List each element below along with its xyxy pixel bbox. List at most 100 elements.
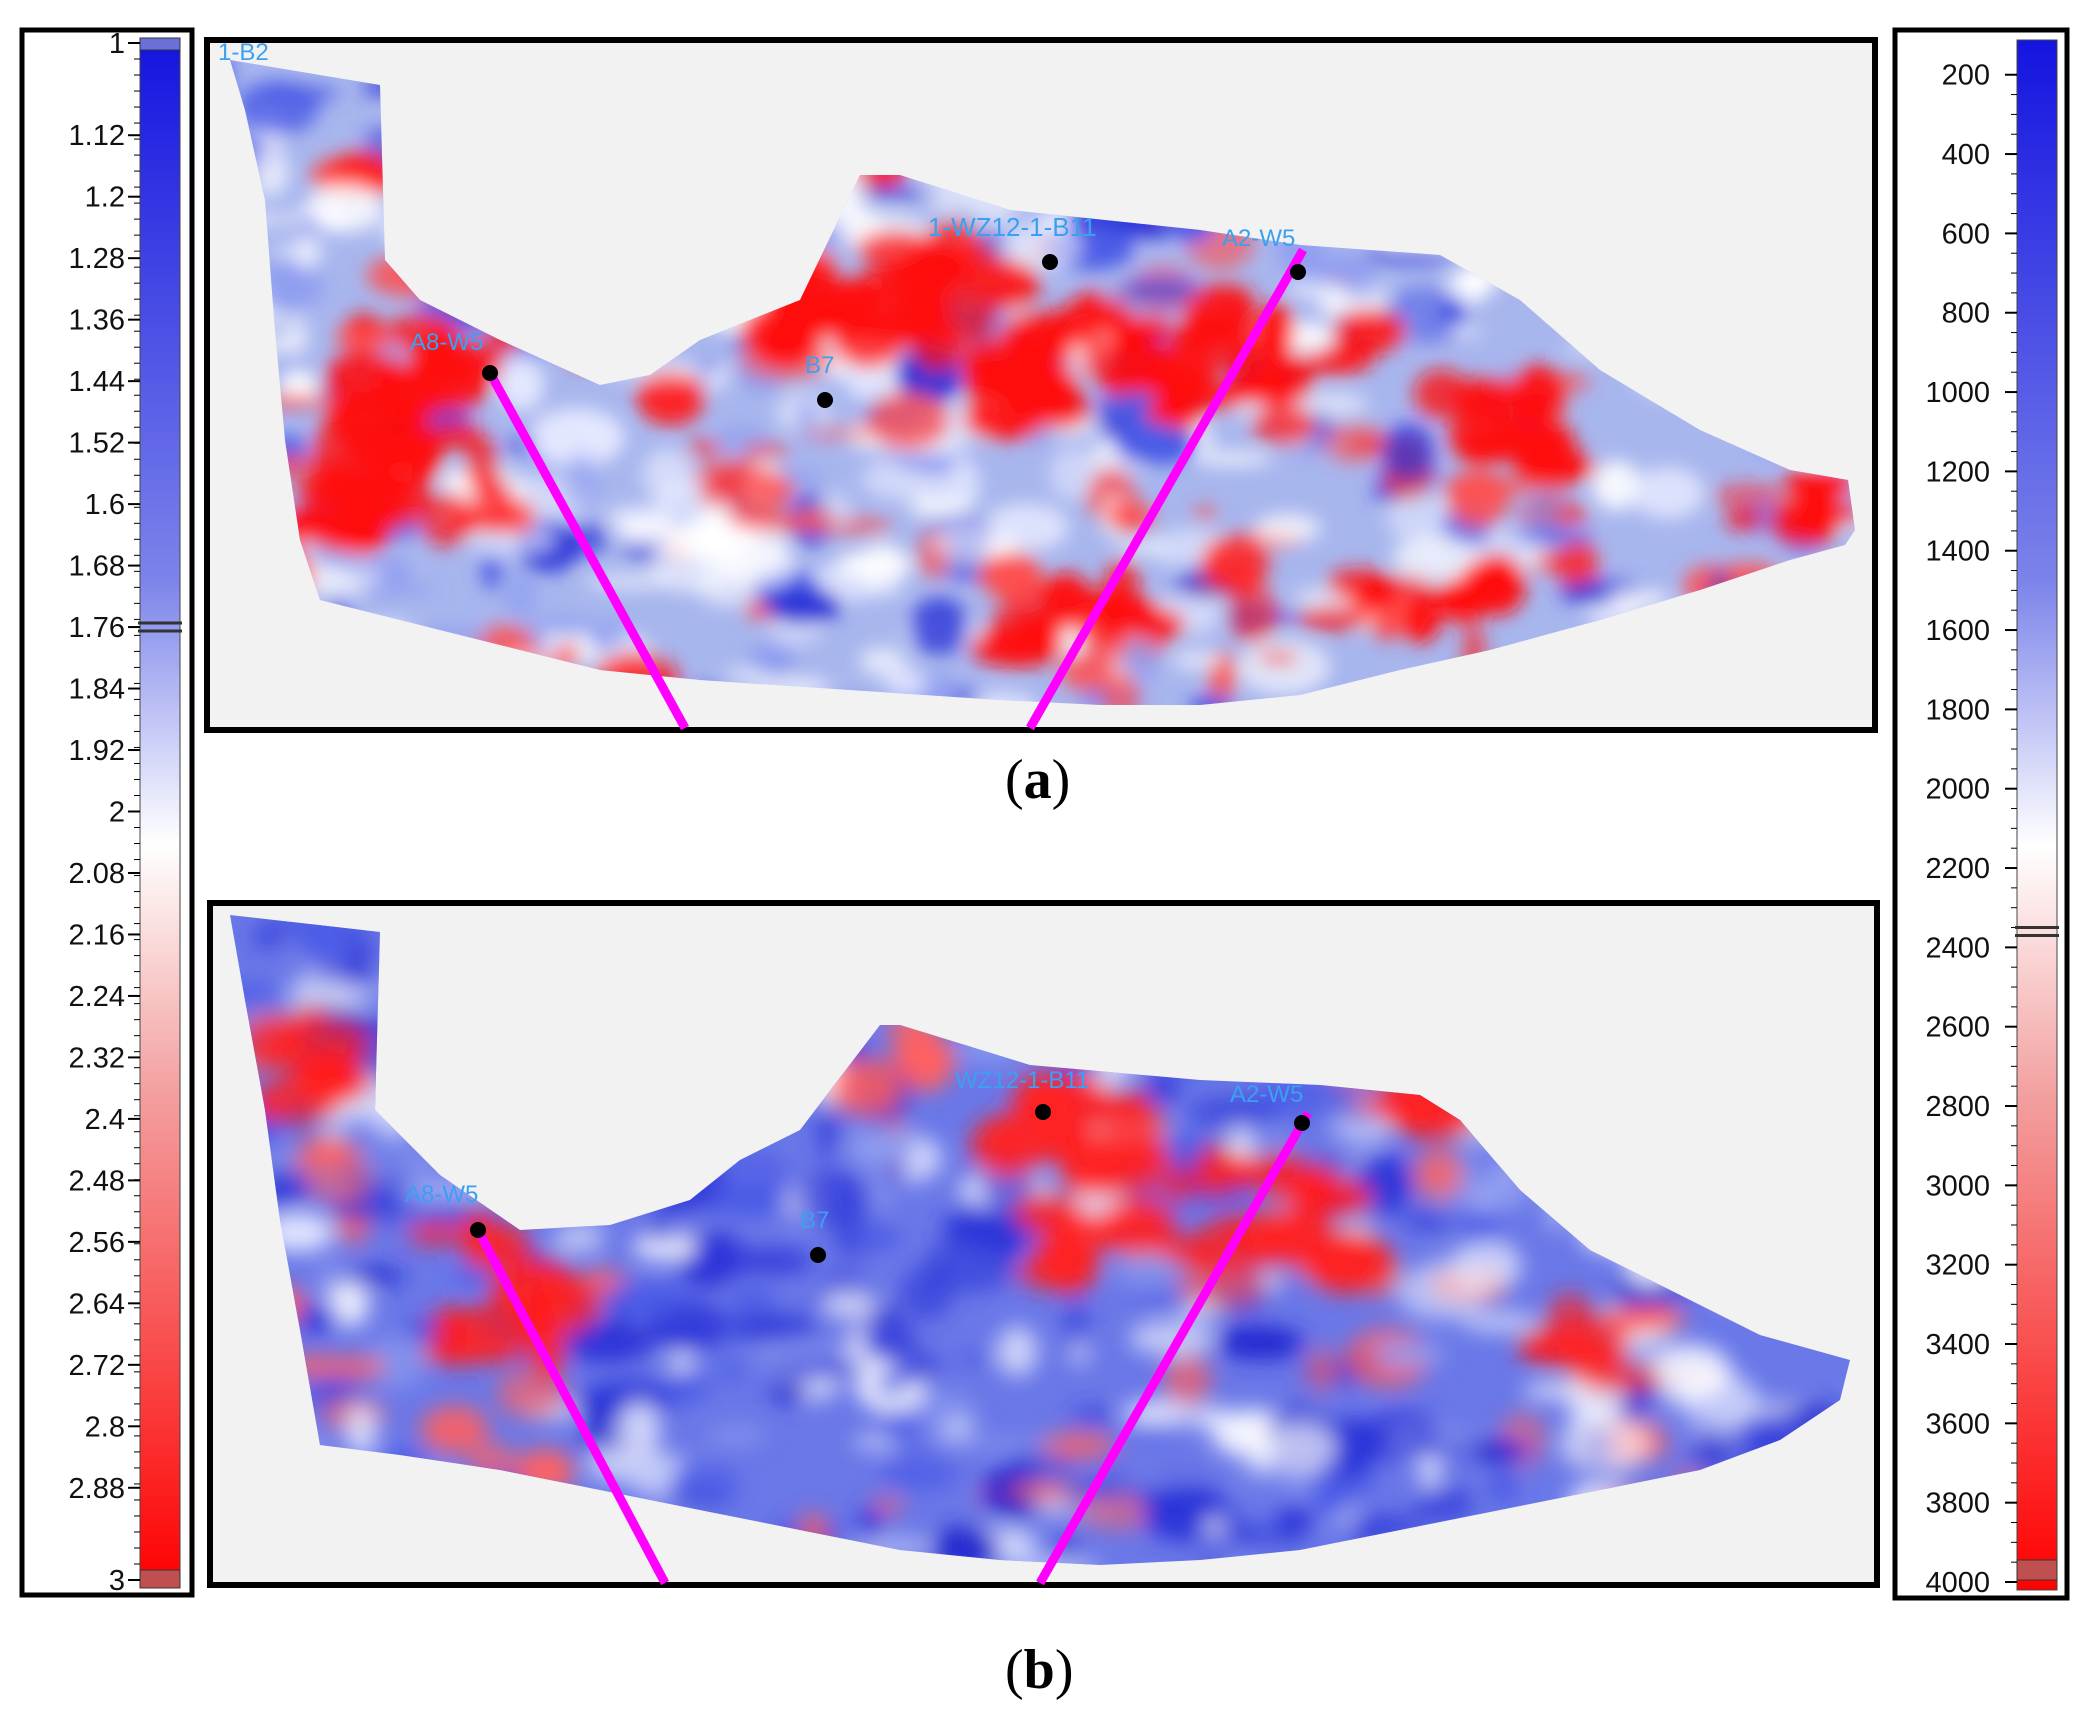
attribute-texture-blob [543,632,564,651]
map-panel-a: 1-B2 A8-W5 B7 1-WZ12-1-B11 A2-W5 [204,37,1878,733]
attribute-texture-blob [1712,483,1787,509]
attribute-texture-blob [286,1017,370,1071]
attribute-texture-blob [859,647,907,676]
attribute-texture-blob [1035,1432,1116,1459]
attribute-texture-blob [531,1320,564,1380]
attribute-texture-blob [848,186,940,200]
attribute-texture-blob [376,355,407,419]
attribute-texture-blob [668,1354,695,1371]
attribute-texture-blob [322,1140,358,1164]
attribute-texture-blob [910,597,968,655]
attribute-texture-blob [1194,1144,1239,1197]
attribute-texture-blob [761,1168,799,1190]
colorbar-tick-label: 2.32 [69,1042,125,1074]
colorbar-right-bottom-handle[interactable] [2016,1559,2058,1581]
colorbar-tick-label: 1.2 [85,182,125,214]
attribute-texture-blob [305,184,384,233]
attribute-texture-blob [288,1059,371,1105]
attribute-texture-blob [1522,1383,1593,1399]
well-label: A8-W5 [410,329,483,356]
well-label: 1-B2 [218,39,269,66]
colorbar-tick-label: 2.88 [69,1473,125,1505]
well-marker [817,392,833,408]
attribute-texture-blob [1193,451,1273,466]
attribute-texture-blob [1116,424,1199,465]
attribute-texture-blob [1688,1428,1734,1471]
attribute-texture-blob [235,80,320,135]
attribute-texture-blob [1297,605,1370,631]
attribute-texture-blob [1117,1446,1205,1484]
colorbar-tick-label: 600 [1942,218,1990,250]
colorbar-tick-label: 1800 [1925,694,1990,726]
attribute-texture-blob [969,1113,1050,1178]
attribute-texture-blob [686,439,722,456]
colorbar-tick-label: 2200 [1925,853,1990,885]
attribute-texture-blob [1282,1497,1312,1526]
attribute-texture-blob [1041,1237,1098,1295]
attribute-texture-blob [602,505,675,528]
attribute-texture-blob [305,568,386,585]
attribute-texture-blob [1108,1090,1152,1126]
colorbar-left-top-handle[interactable] [139,37,181,51]
attribute-texture-blob [410,338,504,370]
attribute-texture-blob [1560,1415,1650,1474]
attribute-texture-blob [1557,538,1598,594]
colorbar-tick-label: 4000 [1925,1567,1990,1599]
colorbar-tick-label: 1600 [1925,615,1990,647]
attribute-texture-blob [1237,639,1331,695]
attribute-texture-blob [1070,1405,1116,1427]
well-marker [1290,264,1306,280]
colorbar-tick-label: 2.48 [69,1165,125,1197]
colorbar-tick-label: 2.8 [85,1411,125,1443]
attribute-texture-blob [1512,528,1594,545]
attribute-texture-blob [793,1170,874,1225]
attribute-texture-blob [528,407,625,468]
attribute-texture-blob [1592,460,1641,511]
colorbar-tick-label: 2.4 [85,1104,125,1136]
attribute-texture-blob [909,494,967,519]
colorbar-tick-label: 2.64 [69,1288,125,1320]
attribute-texture-blob [1443,472,1521,503]
attribute-texture-blob [835,1214,869,1259]
attribute-texture-blob [1162,1353,1212,1407]
attribute-texture-blob [1372,1341,1447,1368]
colorbar-tick-label: 2800 [1925,1091,1990,1123]
attribute-texture-blob [772,1358,865,1380]
attribute-texture-blob [1064,1175,1159,1196]
well-marker [482,365,498,381]
attribute-texture-blob [1211,1326,1301,1356]
attribute-texture-blob [1091,435,1119,468]
colorbar-tick-label: 1.6 [85,489,125,521]
attribute-texture-blob [801,426,885,440]
attribute-texture-blob [1459,557,1521,612]
colorbar-tick-label: 2.72 [69,1350,125,1382]
attribute-texture-blob [1611,1275,1677,1315]
attribute-texture-blob [675,367,734,380]
colorbar-tick-label: 1 [109,28,125,60]
attribute-texture-blob [1146,1075,1179,1102]
colorbar-tick-label: 2.56 [69,1227,125,1259]
attribute-texture-blob [1000,223,1083,270]
colorbar-tick-label: 3800 [1925,1488,1990,1520]
attribute-texture-blob [744,443,789,458]
attribute-texture-blob [1144,401,1191,425]
colorbar-left-bottom-handle[interactable] [139,1569,181,1589]
attribute-texture-blob [963,1437,1060,1452]
attribute-texture-blob [1413,1486,1474,1522]
attribute-texture-blob [647,1212,675,1245]
attribute-texture-blob [271,243,327,260]
attribute-texture-blob [1094,596,1161,626]
colorbar-tick-label: 1.44 [69,366,125,398]
attribute-texture-blob [1602,1306,1686,1333]
attribute-texture-blob [1193,506,1216,519]
attribute-texture-blob [952,1350,997,1368]
attribute-texture-blob [746,644,797,674]
attribute-texture-blob [880,1453,958,1492]
attribute-texture-blob [328,1196,409,1222]
attribute-texture-blob [1525,493,1559,531]
well-label: B7 [805,352,834,379]
colorbar-right-gradient [2016,39,2058,1591]
attribute-texture-blob [1403,1209,1454,1231]
colorbar-tick-label: 1.28 [69,243,125,275]
attribute-texture-blob [845,1126,916,1166]
